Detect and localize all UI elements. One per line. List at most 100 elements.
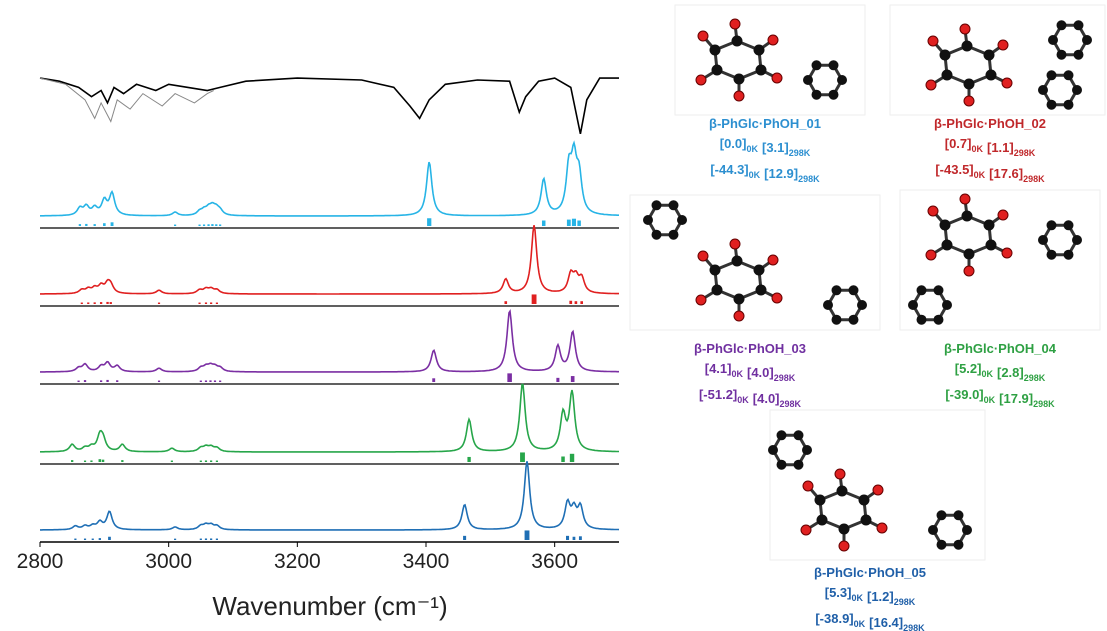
carbon: [1064, 70, 1074, 80]
carbon: [1038, 235, 1048, 245]
carbon: [984, 220, 995, 231]
carbon: [986, 70, 997, 81]
energy-line: [5.3]0K[1.2]298K: [825, 585, 916, 607]
carbon: [934, 315, 944, 325]
energy-subscript: 0K: [981, 369, 993, 379]
carbon: [652, 230, 662, 240]
energy-line: [0.0]0K[3.1]298K: [720, 136, 811, 158]
energy-value: [5.3]: [825, 585, 852, 600]
structure-label: β-PhGlc·PhOH_04: [944, 341, 1057, 356]
carbon: [1047, 220, 1057, 230]
carbon: [964, 79, 975, 90]
experimental-trace: [40, 78, 214, 121]
carbon: [832, 285, 842, 295]
carbon: [677, 215, 687, 225]
carbon: [1082, 35, 1092, 45]
energy-subscript: 0K: [854, 619, 866, 629]
oxygen: [698, 31, 708, 41]
oxygen: [734, 311, 744, 321]
carbon: [1064, 100, 1074, 110]
carbon: [984, 50, 995, 61]
energy-value: [-38.9]: [815, 611, 853, 626]
carbon: [937, 510, 947, 520]
carbon: [986, 240, 997, 251]
energy-subscript: 0K: [749, 170, 761, 180]
energy-subscript: 298K: [903, 623, 925, 631]
carbon: [1047, 70, 1057, 80]
energy-value: [-43.5]: [935, 162, 973, 177]
structure-panel: [630, 195, 880, 330]
carbon: [962, 41, 973, 52]
oxygen: [698, 251, 708, 261]
oxygen: [964, 266, 974, 276]
oxygen: [803, 481, 813, 491]
oxygen: [928, 36, 938, 46]
carbon: [1048, 35, 1058, 45]
energy-value: [17.9]: [999, 391, 1033, 406]
energy-subscript: 298K: [1033, 399, 1055, 409]
computed-spectrum: [40, 385, 619, 452]
oxygen: [1002, 248, 1012, 258]
carbon: [1072, 235, 1082, 245]
energy-subscript: 0K: [971, 144, 983, 154]
carbon: [710, 265, 721, 276]
oxygen: [772, 293, 782, 303]
energy-line: [-44.3]0K[12.9]298K: [710, 162, 820, 184]
carbon: [712, 65, 723, 76]
energy-subscript: 0K: [984, 395, 996, 405]
carbon: [669, 200, 679, 210]
energy-subscript: 298K: [1023, 174, 1045, 184]
energy-line: [-38.9]0K[16.4]298K: [815, 611, 925, 631]
computed-spectrum: [40, 143, 619, 216]
carbon: [829, 60, 839, 70]
oxygen: [998, 40, 1008, 50]
carbon: [815, 495, 826, 506]
carbon: [794, 460, 804, 470]
carbon: [1072, 85, 1082, 95]
carbon: [934, 285, 944, 295]
carbon: [777, 430, 787, 440]
energy-subscript: 0K: [737, 395, 749, 405]
oxygen: [960, 194, 970, 204]
carbon: [802, 445, 812, 455]
structure-label: β-PhGlc·PhOH_03: [694, 341, 806, 356]
energy-value: [4.0]: [747, 365, 774, 380]
energy-line: [-51.2]0K[4.0]298K: [699, 387, 802, 409]
energy-value: [0.7]: [945, 136, 972, 151]
figure: 28003000320034003600Wavenumber (cm⁻¹)β-P…: [0, 0, 1107, 631]
carbon: [849, 315, 859, 325]
energy-value: [4.0]: [753, 391, 780, 406]
carbon: [839, 524, 850, 535]
oxygen: [768, 255, 778, 265]
carbon: [754, 45, 765, 56]
carbon: [710, 45, 721, 56]
carbon: [928, 525, 938, 535]
carbon: [812, 90, 822, 100]
energy-subscript: 0K: [746, 144, 758, 154]
carbon: [954, 540, 964, 550]
carbon: [643, 215, 653, 225]
oxygen: [730, 239, 740, 249]
x-tick-label: 3600: [531, 550, 578, 573]
structure-label: β-PhGlc·PhOH_01: [709, 116, 821, 131]
carbon: [917, 285, 927, 295]
oxygen: [835, 469, 845, 479]
carbon: [1064, 220, 1074, 230]
oxygen: [964, 96, 974, 106]
energy-value: [-39.0]: [945, 387, 983, 402]
oxygen: [772, 73, 782, 83]
computed-spectrum: [40, 461, 619, 530]
energy-subscript: 298K: [1014, 148, 1036, 158]
carbon: [940, 220, 951, 231]
energy-subscript: 298K: [780, 399, 802, 409]
carbon: [794, 430, 804, 440]
oxygen: [696, 295, 706, 305]
energy-value: [4.1]: [705, 361, 732, 376]
oxygen: [873, 485, 883, 495]
oxygen: [696, 75, 706, 85]
carbon: [908, 300, 918, 310]
carbon: [942, 300, 952, 310]
carbon: [756, 65, 767, 76]
carbon: [756, 285, 767, 296]
carbon: [859, 495, 870, 506]
